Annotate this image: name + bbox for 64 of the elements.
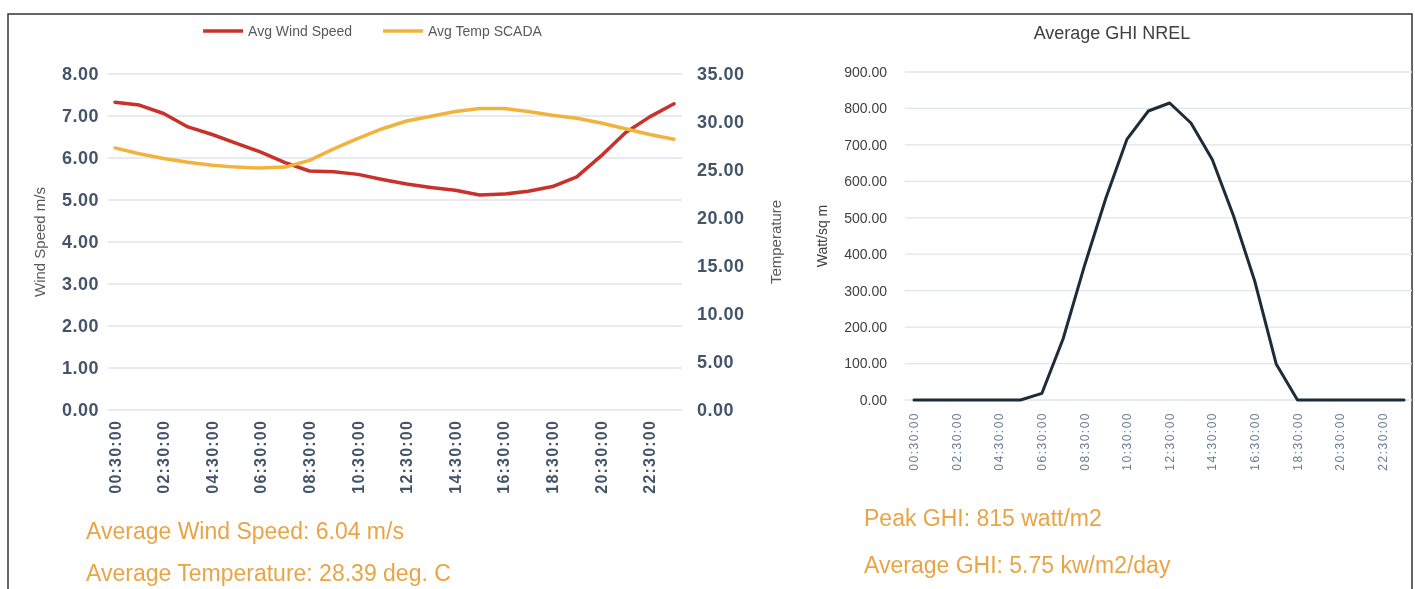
y2-tick-label: 30.00	[697, 112, 745, 133]
y2-axis-title: Temperature	[767, 199, 785, 285]
text: Average GHI: 5.75 kw/m2/day	[864, 552, 1171, 578]
y-tick-label: 600.00	[844, 173, 888, 190]
x-tick-label: 12:30:00	[1162, 412, 1177, 471]
y2-tick-label: 35.00	[697, 64, 745, 85]
y-axis-title: Wind Speed m/s	[31, 186, 49, 298]
y-tick-label: 2.00	[61, 316, 99, 337]
y-tick-label: 200.00	[844, 319, 888, 336]
x-tick-label: 18:30:00	[544, 420, 562, 494]
line-series	[113, 106, 676, 170]
x-tick-label: 02:30:00	[155, 420, 173, 494]
x-tick-label: 10:30:00	[349, 420, 367, 494]
legend-label: Avg Temp SCADA	[428, 22, 543, 39]
y2-tick-label: 20.00	[697, 208, 745, 229]
x-tick-label: 02:30:00	[949, 412, 964, 471]
x-tick-label: 20:30:00	[1333, 412, 1348, 471]
y2-tick-label: 0.00	[697, 400, 735, 421]
y2-tick-label: 5.00	[697, 352, 735, 373]
y-tick-label: 700.00	[844, 136, 888, 153]
x-tick-label: 16:30:00	[1248, 412, 1263, 471]
y-tick-label: 1.00	[61, 358, 99, 379]
text: Peak GHI: 815 watt/m2	[864, 505, 1102, 531]
x-tick-label: 16:30:00	[495, 420, 513, 494]
x-tick-label: 22:30:00	[641, 420, 659, 494]
y-tick-label: 500.00	[844, 209, 888, 226]
x-tick-label: 06:30:00	[252, 420, 270, 494]
x-tick-label: 18:30:00	[1290, 412, 1305, 471]
x-tick-label: 08:30:00	[1077, 412, 1092, 471]
y2-tick-label: 10.00	[697, 304, 745, 325]
y-tick-label: 0.00	[61, 400, 99, 421]
x-tick-label: 14:30:00	[446, 420, 464, 494]
line-series	[912, 101, 1406, 402]
y-tick-label: 4.00	[61, 232, 99, 253]
y-tick-label: 400.00	[844, 246, 888, 263]
legend-label: Avg Wind Speed	[248, 22, 353, 39]
y-tick-label: 7.00	[61, 106, 99, 127]
text: Average Temperature: 28.39 deg. C	[86, 560, 451, 586]
chart-title: Average GHI NREL	[1033, 23, 1191, 43]
y2-tick-label: 15.00	[697, 256, 745, 277]
y-tick-label: 900.00	[844, 63, 888, 80]
x-tick-label: 04:30:00	[203, 420, 221, 494]
y-tick-label: 0.00	[859, 391, 888, 408]
y-tick-label: 6.00	[61, 148, 99, 169]
y-tick-label: 300.00	[844, 282, 888, 299]
y-tick-label: 5.00	[61, 190, 99, 211]
y-tick-label: 8.00	[61, 64, 99, 85]
x-tick-label: 22:30:00	[1375, 412, 1390, 471]
x-tick-label: 12:30:00	[398, 420, 416, 494]
text: Average Wind Speed: 6.04 m/s	[86, 518, 404, 544]
x-tick-label: 08:30:00	[301, 420, 319, 494]
x-tick-label: 00:30:00	[907, 412, 922, 471]
x-tick-label: 10:30:00	[1120, 412, 1135, 471]
x-tick-label: 04:30:00	[992, 412, 1007, 471]
x-tick-label: 20:30:00	[592, 420, 610, 494]
y-tick-label: 3.00	[61, 274, 99, 295]
y-axis-title: Watt/sq m	[813, 204, 830, 268]
y-tick-label: 800.00	[844, 100, 888, 117]
y-tick-label: 100.00	[844, 355, 888, 372]
line-series	[113, 100, 676, 197]
x-tick-label: 14:30:00	[1205, 412, 1220, 471]
x-tick-label: 00:30:00	[106, 420, 124, 494]
y2-tick-label: 25.00	[697, 160, 745, 181]
x-tick-label: 06:30:00	[1035, 412, 1050, 471]
